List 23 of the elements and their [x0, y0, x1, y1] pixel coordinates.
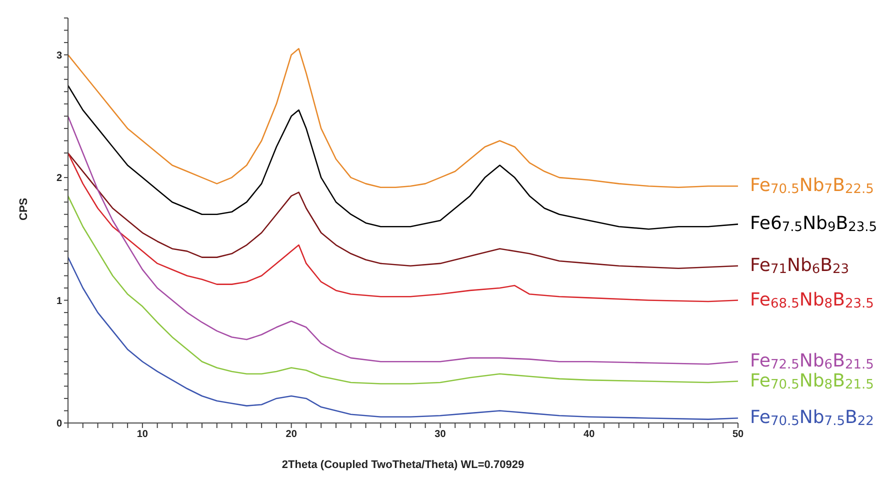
line-series: [68, 48, 738, 188]
x-tick-label: 20: [286, 429, 298, 440]
y-tick-label: 0: [56, 418, 62, 430]
x-tick-label: 40: [584, 429, 596, 440]
y-tick-label: 3: [56, 50, 62, 62]
line-series: [68, 84, 738, 230]
y-axis-title: CPS: [18, 198, 30, 220]
x-tick-label: 50: [732, 429, 744, 440]
series-label: Fe$_{70.5}$Nb$_{7.5}$B$_{22}$: [750, 407, 874, 430]
y-tick-label: 2: [56, 173, 62, 184]
series-label: Fe$_{70.5}$Nb$_{7}$B$_{22.5}$: [750, 175, 874, 198]
series-label: Fe$_{68.5}$Nb$_{8}$B$_{23.5}$: [750, 289, 874, 312]
series-label: Fe$_{71}$Nb$_{6}$B$_{23}$: [750, 254, 850, 278]
line-series: [68, 116, 738, 365]
line-series: [68, 256, 738, 420]
line-series: [68, 152, 738, 270]
x-tick-label: 30: [434, 429, 446, 440]
x-tick-label: 10: [136, 429, 148, 440]
series-label: Fe6$_{7.5}$Nb$_{9}$B$_{23.5}$: [750, 213, 878, 236]
line-series: [68, 195, 738, 384]
line-series: [68, 152, 738, 302]
y-tick-label: 1: [56, 296, 62, 307]
x-axis-title: 2Theta (Coupled TwoTheta/Theta) WL=0.70929: [282, 459, 524, 471]
